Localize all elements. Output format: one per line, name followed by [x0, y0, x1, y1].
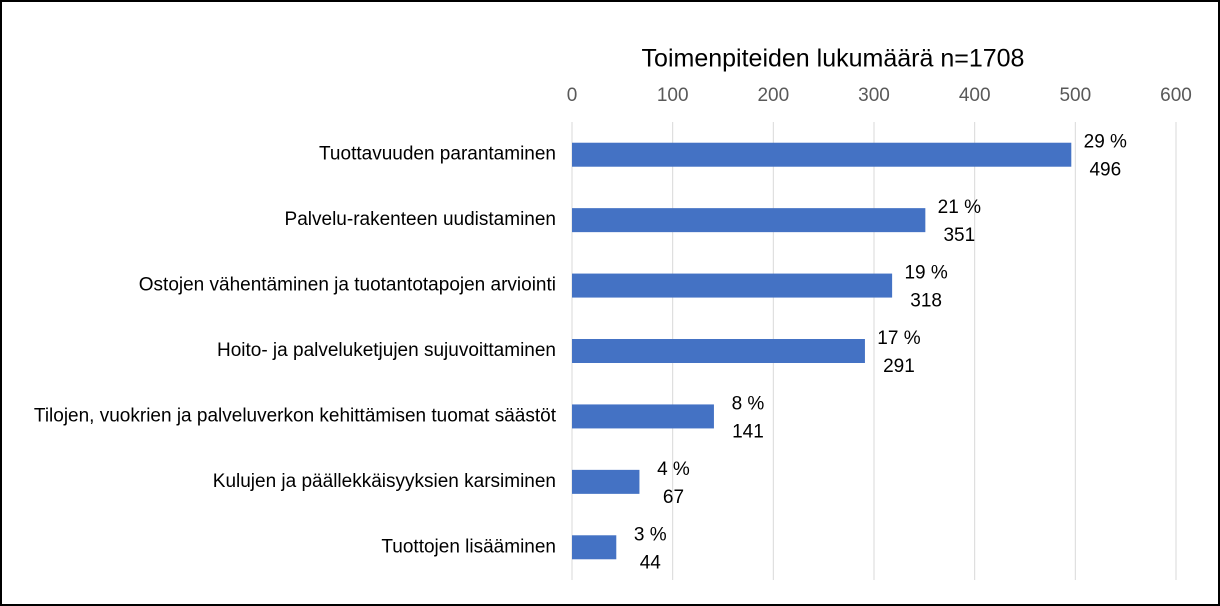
bar — [572, 142, 1072, 167]
y-tick-label: Palvelu-rakenteen uudistaminen — [285, 209, 556, 230]
bar — [572, 535, 617, 560]
y-tick-label: Tilojen, vuokrien ja palveluverkon kehit… — [34, 405, 557, 426]
bar — [572, 273, 893, 298]
bar — [572, 404, 714, 429]
y-tick-label: Tuottavuuden parantaminen — [319, 144, 556, 165]
data-label: 318 — [910, 291, 942, 312]
bar — [572, 339, 865, 363]
x-tick-label: 600 — [1160, 85, 1192, 106]
data-label: 496 — [1089, 160, 1121, 181]
data-label-percent: 29 % — [1084, 132, 1127, 153]
data-label-percent: 19 % — [904, 263, 947, 284]
x-tick-label: 100 — [657, 85, 689, 106]
bar — [572, 469, 640, 494]
data-label: 291 — [883, 356, 915, 377]
bar — [572, 208, 926, 233]
x-tick-label: 0 — [567, 85, 578, 106]
data-label-percent: 21 % — [938, 197, 981, 218]
y-tick-label: Kulujen ja päällekkäisyyksien karsiminen — [213, 471, 556, 492]
y-tick-label: Ostojen vähentäminen ja tuotantotapojen … — [139, 275, 556, 296]
data-label-percent: 8 % — [732, 393, 765, 414]
data-label: 141 — [732, 421, 764, 442]
x-tick-label: 200 — [757, 85, 789, 106]
x-tick-label: 500 — [1059, 85, 1091, 106]
data-label-percent: 4 % — [657, 459, 690, 480]
y-tick-label: Hoito- ja palveluketjujen sujuvoittamine… — [217, 340, 556, 361]
data-label: 44 — [640, 552, 662, 573]
chart-title: Toimenpiteiden lukumäärä n=1708 — [642, 45, 1025, 73]
data-label-percent: 17 % — [877, 328, 920, 349]
data-label: 67 — [663, 487, 684, 508]
data-label-percent: 3 % — [634, 524, 667, 545]
x-tick-label: 400 — [959, 85, 991, 106]
y-tick-label: Tuottojen lisääminen — [381, 536, 556, 557]
x-tick-label: 300 — [858, 85, 890, 106]
data-label: 351 — [943, 225, 975, 246]
